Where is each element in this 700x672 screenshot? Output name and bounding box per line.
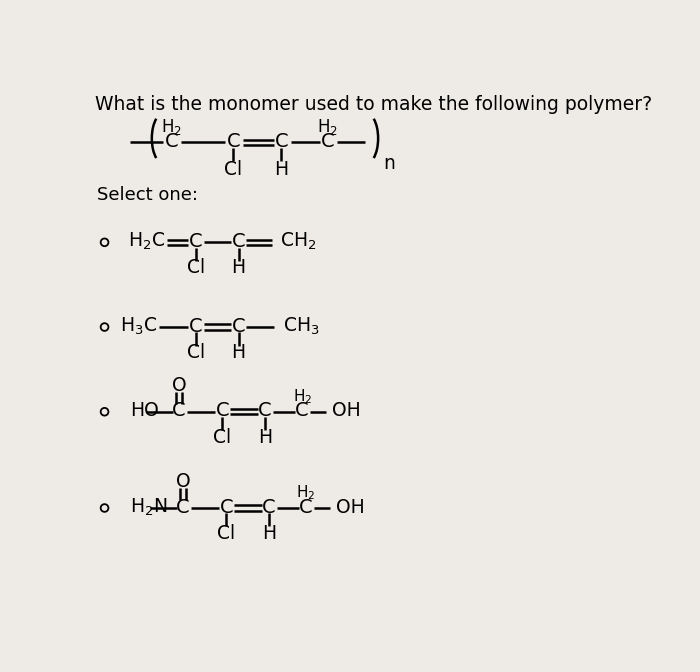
Text: O: O — [176, 472, 190, 491]
Text: CH$_2$: CH$_2$ — [280, 231, 316, 252]
Text: H: H — [274, 160, 288, 179]
Text: Cl: Cl — [224, 160, 242, 179]
Text: H$_2$: H$_2$ — [161, 117, 182, 137]
Text: H: H — [232, 258, 246, 278]
Text: H: H — [258, 427, 272, 447]
Text: Cl: Cl — [187, 343, 205, 362]
Text: H$_2$C: H$_2$C — [128, 231, 165, 252]
Text: Cl: Cl — [214, 427, 232, 447]
Text: C: C — [216, 401, 229, 421]
Text: CH$_3$: CH$_3$ — [283, 316, 319, 337]
Text: H$_2$N: H$_2$N — [130, 497, 167, 518]
Text: C: C — [176, 498, 190, 517]
Text: What is the monomer used to make the following polymer?: What is the monomer used to make the fol… — [95, 95, 652, 114]
Text: H$_2$: H$_2$ — [296, 483, 316, 502]
Text: C: C — [189, 232, 203, 251]
Text: C: C — [258, 401, 272, 421]
Text: C: C — [232, 232, 246, 251]
Text: C: C — [189, 317, 203, 336]
Text: H: H — [262, 524, 276, 543]
Text: C: C — [321, 132, 335, 151]
Text: HO: HO — [130, 401, 159, 421]
Text: C: C — [232, 317, 246, 336]
Text: n: n — [384, 153, 395, 173]
Text: H$_2$: H$_2$ — [293, 387, 312, 406]
Text: C: C — [226, 132, 240, 151]
Text: Select one:: Select one: — [97, 185, 198, 204]
Text: C: C — [164, 132, 178, 151]
Text: C: C — [219, 498, 233, 517]
Text: Cl: Cl — [217, 524, 235, 543]
Text: O: O — [172, 376, 186, 395]
Text: OH: OH — [332, 401, 361, 421]
Text: OH: OH — [336, 498, 365, 517]
Text: C: C — [299, 498, 313, 517]
Text: H: H — [232, 343, 246, 362]
Text: H$_3$C: H$_3$C — [120, 316, 158, 337]
Text: C: C — [295, 401, 309, 421]
Text: C: C — [262, 498, 276, 517]
Text: H$_2$: H$_2$ — [317, 117, 338, 137]
Text: C: C — [274, 132, 288, 151]
Text: Cl: Cl — [187, 258, 205, 278]
Text: C: C — [172, 401, 186, 421]
